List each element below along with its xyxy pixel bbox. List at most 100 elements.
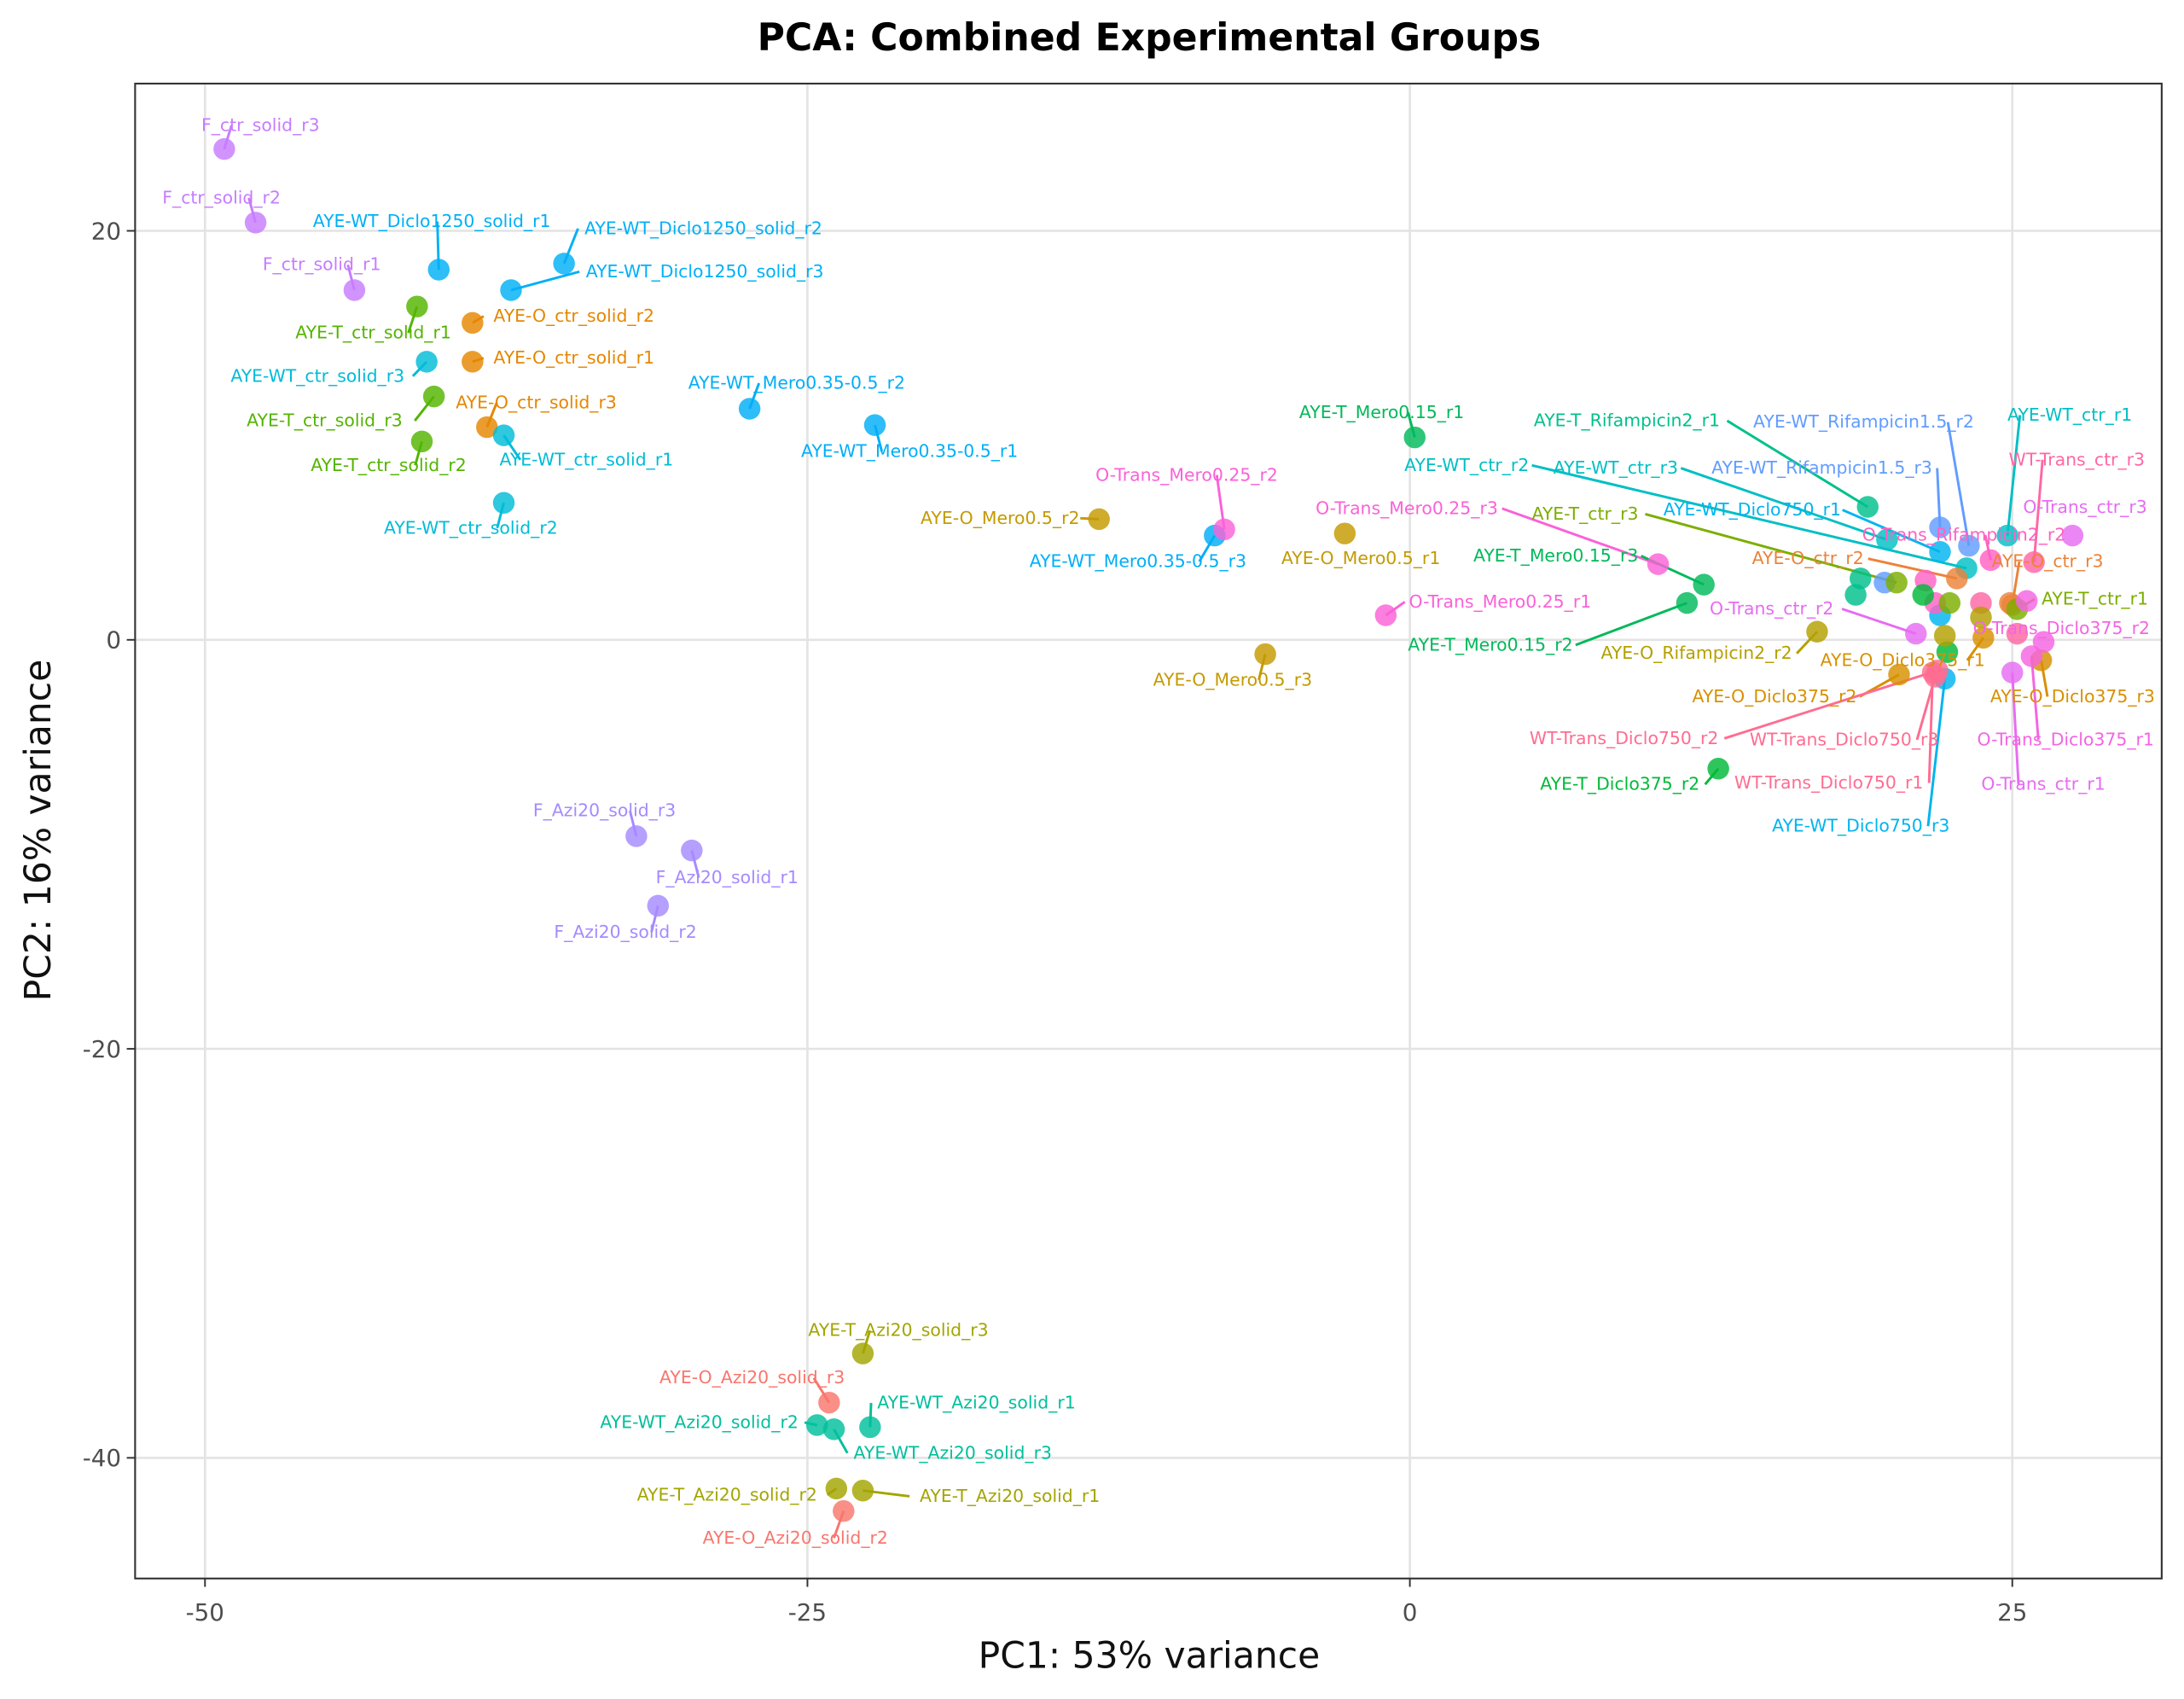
- data-point: [1938, 591, 1961, 614]
- point-label: AYE-O_Rifampicin2_r2: [1600, 643, 1792, 664]
- point-label: WT-Trans_ctr_r3: [2009, 449, 2145, 470]
- data-point: [492, 424, 515, 446]
- y-tick-label: 0: [106, 626, 121, 655]
- label-connector: [2006, 415, 2022, 536]
- point-label: AYE-T_Rifampicin2_r1: [1534, 410, 1720, 432]
- data-point: [476, 416, 498, 439]
- point-label: AYE-T_Mero0.15_r3: [1473, 545, 1638, 567]
- data-point: [625, 825, 648, 847]
- point-label: AYE-WT_Azi20_solid_r3: [854, 1442, 1052, 1463]
- point-label: AYE-T_Azi20_solid_r3: [808, 1320, 988, 1341]
- chart-title: PCA: Combined Experimental Groups: [758, 16, 1542, 60]
- y-tick-label: -40: [83, 1444, 121, 1472]
- data-point: [406, 295, 428, 317]
- data-point: [422, 385, 445, 408]
- data-point: [1647, 553, 1670, 575]
- x-tick-label: 25: [1997, 1598, 2027, 1626]
- label-connector: [1502, 507, 1659, 566]
- data-point: [1933, 625, 1956, 647]
- point-label: AYE-T_ctr_solid_r1: [295, 323, 451, 344]
- point-label: O-Trans_Rifampicin2_r2: [1862, 524, 2065, 545]
- point-label: O-Trans_ctr_r3: [2023, 497, 2146, 518]
- data-point: [1876, 528, 1898, 551]
- data-point: [1844, 584, 1867, 606]
- y-axis-title: PC2: 16% variance: [18, 660, 60, 1002]
- point-label: AYE-O_ctr_solid_r2: [493, 305, 654, 327]
- data-point: [833, 1499, 855, 1522]
- data-point: [427, 259, 450, 281]
- x-tick-label: 0: [1403, 1598, 1418, 1626]
- data-point: [1333, 522, 1356, 544]
- data-points: [213, 137, 2084, 1522]
- data-point: [681, 839, 703, 862]
- data-point: [825, 1477, 848, 1500]
- data-point: [2061, 524, 2084, 547]
- point-label: WT-Trans_Diclo750_r3: [1750, 729, 1939, 750]
- data-point: [738, 398, 761, 420]
- data-point: [1888, 663, 1910, 686]
- data-point: [213, 137, 235, 160]
- point-label: AYE-WT_ctr_solid_r3: [230, 365, 404, 387]
- data-point: [1979, 549, 2002, 572]
- point-label: AYE-WT_Diclo1250_solid_r1: [313, 211, 551, 232]
- grid: [135, 83, 2162, 1579]
- label-connector: [1946, 422, 1971, 546]
- label-connector: [1726, 419, 1869, 509]
- y-tick-label: 20: [91, 217, 121, 245]
- data-point: [2001, 661, 2024, 684]
- point-label: WT-Trans_Diclo750_r1: [1734, 772, 1924, 794]
- data-point: [1693, 573, 1715, 596]
- point-label: AYE-O_Mero0.5_r3: [1153, 669, 1312, 690]
- label-connector: [1531, 463, 1967, 570]
- point-label: F_ctr_solid_r1: [263, 254, 381, 276]
- data-point: [462, 351, 484, 373]
- point-label: AYE-WT_ctr_solid_r1: [499, 449, 673, 470]
- data-point: [1958, 534, 1980, 557]
- label-connector: [2011, 672, 2020, 785]
- data-point: [1946, 567, 1968, 590]
- point-label: AYE-WT_ctr_r2: [1404, 455, 1529, 476]
- label-connector: [1867, 557, 1958, 580]
- label-connector: [1841, 608, 1917, 636]
- label-connector: [510, 270, 580, 292]
- point-label: AYE-T_Diclo375_r2: [1540, 774, 1699, 795]
- point-label: O-Trans_Mero0.25_r3: [1316, 497, 1498, 519]
- data-point: [553, 253, 575, 275]
- data-point: [1850, 567, 1872, 590]
- point-label: AYE-O_ctr_r3: [1991, 550, 2103, 572]
- data-point: [851, 1479, 874, 1502]
- point-label: AYE-O_ctr_solid_r1: [493, 347, 654, 369]
- point-label: AYE-O_Azi20_solid_r3: [659, 1367, 845, 1388]
- point-label: AYE-O_Diclo375_r3: [1990, 686, 2155, 707]
- point-label: AYE-WT_ctr_solid_r2: [384, 517, 558, 538]
- point-label: F_Azi20_solid_r1: [656, 867, 799, 888]
- data-point: [1929, 541, 1951, 563]
- data-point: [822, 1418, 845, 1440]
- data-point: [1403, 426, 1426, 449]
- point-label: AYE-WT_ctr_r1: [2007, 404, 2132, 426]
- label-connector: [2032, 459, 2044, 562]
- label-connector: [2030, 655, 2040, 741]
- x-tick-label: -50: [186, 1598, 224, 1626]
- point-label: AYE-WT_ctr_r3: [1554, 457, 1678, 479]
- data-point: [1970, 606, 1992, 629]
- data-point: [863, 414, 886, 436]
- axes: -50 -25 0 25 20 0 -20 -40: [83, 217, 2028, 1626]
- data-point: [1374, 604, 1397, 626]
- point-label: AYE-WT_Azi20_solid_r2: [600, 1411, 798, 1433]
- data-point: [1088, 508, 1110, 531]
- data-point: [1707, 758, 1729, 780]
- point-label: O-Trans_ctr_r2: [1710, 598, 1833, 620]
- point-label: AYE-O_Mero0.5_r1: [1281, 548, 1440, 569]
- point-label: AYE-O_ctr_solid_r3: [456, 392, 617, 413]
- data-point: [1912, 584, 1934, 606]
- point-label: O-Trans_Diclo375_r2: [1973, 618, 2150, 639]
- point-label: F_Azi20_solid_r2: [554, 922, 696, 943]
- data-point: [2023, 550, 2045, 573]
- data-point: [2015, 590, 2038, 612]
- point-label: AYE-WT_Diclo1250_solid_r3: [586, 261, 824, 282]
- point-label: AYE-WT_Diclo750_r1: [1664, 499, 1841, 521]
- data-point: [859, 1416, 881, 1439]
- data-point: [1996, 524, 2018, 547]
